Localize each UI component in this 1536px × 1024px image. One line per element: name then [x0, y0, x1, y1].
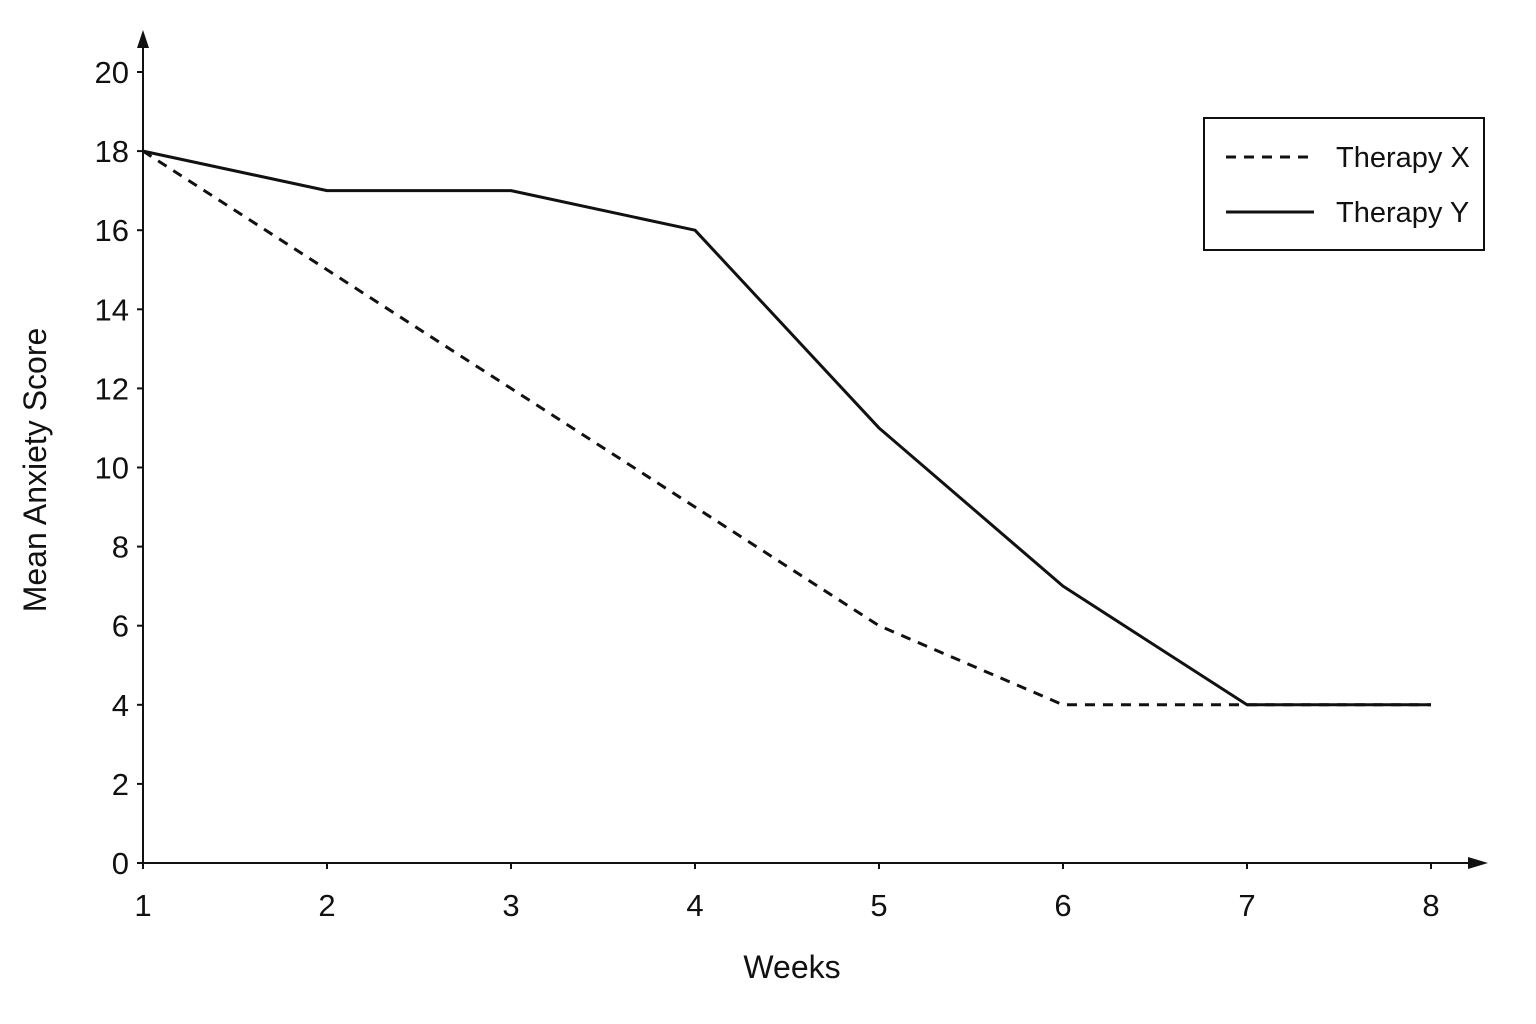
y-tick-label: 12: [95, 371, 129, 406]
x-tick-label: 5: [870, 888, 887, 923]
x-tick-label: 6: [1054, 888, 1071, 923]
legend: Therapy X Therapy Y: [1203, 117, 1485, 251]
y-tick-label: 10: [95, 451, 129, 486]
axes: [137, 30, 1488, 869]
y-axis-arrow: [137, 30, 149, 48]
y-tick-label: 8: [112, 530, 129, 565]
x-tick-label: 8: [1422, 888, 1439, 923]
y-tick-label: 6: [112, 609, 129, 644]
x-axis-arrow: [1468, 857, 1488, 869]
y-axis-title: Mean Anxiety Score: [17, 328, 53, 613]
y-tick-label: 0: [112, 846, 129, 881]
x-axis-title: Weeks: [743, 949, 840, 985]
x-tick-label: 4: [686, 888, 703, 923]
y-tick-label: 18: [95, 134, 129, 169]
y-tick-label: 2: [112, 767, 129, 802]
legend-box: [1203, 117, 1485, 251]
x-tick-label: 7: [1238, 888, 1255, 923]
y-tick-label: 16: [95, 213, 129, 248]
y-tick-label: 4: [112, 688, 129, 723]
y-tick-label: 20: [95, 55, 129, 90]
x-tick-label: 1: [134, 888, 151, 923]
x-tick-label: 3: [502, 888, 519, 923]
y-tick-label: 14: [95, 292, 129, 327]
series-layer: [142, 149, 1431, 707]
legend-label-therapy-x: Therapy X: [1336, 142, 1470, 174]
legend-label-therapy-y: Therapy Y: [1336, 197, 1469, 229]
series-line-therapy-y: [142, 149, 1431, 707]
series-line-therapy-x: [142, 149, 1431, 707]
x-tick-label: 2: [318, 888, 335, 923]
